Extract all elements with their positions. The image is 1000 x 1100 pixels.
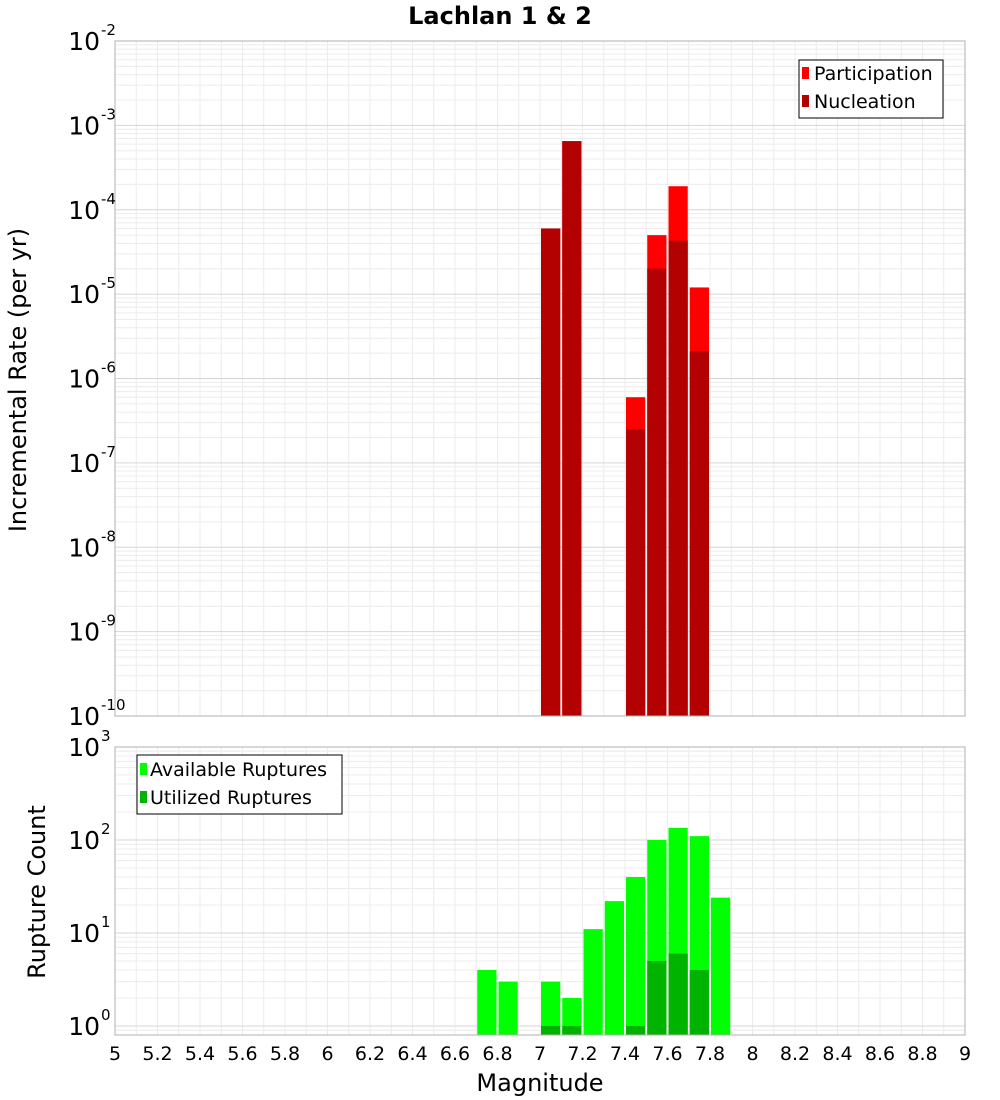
top-y-tick-exponent: -2	[101, 21, 116, 39]
x-ticks: 5 5.2 5.4 5.6 5.8 6 6.2 6.4 6.6 6.8 7 7.2 7.4 7.6 7.8 8…	[109, 1043, 971, 1065]
top-y-tick-exponent: -3	[101, 105, 116, 123]
x-tick-label: 6.6	[440, 1043, 470, 1065]
bar-available-ruptures-6.85	[498, 981, 518, 1035]
bar-nucleation-7.05	[541, 228, 561, 716]
top-y-tick-base: 10	[68, 280, 100, 309]
x-tick-label: 7.2	[567, 1043, 597, 1065]
top-legend-box	[798, 59, 944, 119]
bottom-y-tick-base: 10	[68, 826, 100, 855]
top-grid	[114, 41, 966, 717]
bar-nucleation-7.55	[647, 268, 667, 716]
top-y-tick-exponent: -9	[101, 612, 116, 630]
x-tick-label: 5.6	[227, 1043, 257, 1065]
bottom-y-tick-base: 10	[68, 1012, 100, 1041]
legend-label-available-ruptures: Available Ruptures	[150, 759, 327, 781]
x-tick-label: 8	[746, 1043, 758, 1065]
x-tick-label: 9	[959, 1043, 971, 1065]
top-legend: Participation Nucleation	[798, 59, 944, 119]
bar-available-ruptures-6.75	[477, 969, 497, 1035]
bottom-y-tick-exponent: 2	[101, 820, 111, 838]
bottom-y-axis-title: Rupture Count	[23, 805, 51, 979]
top-y-tick-exponent: -4	[101, 190, 116, 208]
bottom-y-tick-exponent: 0	[101, 1006, 111, 1024]
x-tick-label: 6.4	[397, 1043, 427, 1065]
x-tick-label: 5.8	[270, 1043, 300, 1065]
top-y-tick-exponent: -6	[101, 359, 116, 377]
x-tick-label: 5.2	[142, 1043, 172, 1065]
top-y-tick-base: 10	[68, 365, 100, 394]
bar-available-ruptures-7.45	[626, 877, 646, 1035]
x-tick-label: 7.4	[610, 1043, 640, 1065]
top-y-tick-base: 10	[68, 27, 100, 56]
bottom-legend: Available Ruptures Utilized Ruptures	[136, 754, 343, 815]
x-tick-label: 8.4	[822, 1043, 852, 1065]
x-tick-label: 7	[534, 1043, 546, 1065]
legend-swatch-utilized-ruptures	[140, 791, 147, 803]
bar-utilized-ruptures-7.05	[541, 1025, 561, 1035]
x-tick-label: 7.6	[652, 1043, 682, 1065]
top-y-tick-base: 10	[68, 449, 100, 478]
bar-available-ruptures-7.05	[541, 981, 561, 1035]
bottom-y-tick-base: 10	[68, 733, 100, 762]
x-tick-label: 6	[321, 1043, 333, 1065]
bar-available-ruptures-7.35	[604, 901, 624, 1035]
x-axis-title: Magnitude	[476, 1069, 603, 1097]
bar-available-ruptures-7.15	[562, 997, 582, 1035]
legend-swatch-nucleation	[802, 95, 809, 107]
bottom-plot-frame	[114, 746, 966, 1036]
top-plot-frame	[114, 40, 966, 717]
bar-available-ruptures-7.25	[583, 929, 603, 1035]
top-y-tick-exponent: -7	[101, 443, 116, 461]
legend-swatch-available-ruptures	[140, 763, 147, 775]
top-y-tick-exponent: -8	[101, 527, 116, 545]
bottom-legend-box	[136, 754, 343, 815]
x-tick-label: 8.6	[865, 1043, 895, 1065]
legend-label-participation: Participation	[814, 63, 933, 85]
top-y-tick-base: 10	[68, 702, 100, 731]
x-tick-label: 5	[109, 1043, 121, 1065]
legend-label-nucleation: Nucleation	[814, 91, 916, 113]
top-bars	[541, 141, 709, 717]
bottom-y-tick-exponent: 1	[101, 913, 111, 931]
bar-nucleation-7.65	[668, 240, 688, 717]
x-tick-label: 8.8	[907, 1043, 937, 1065]
bar-utilized-ruptures-7.55	[647, 960, 667, 1035]
x-tick-label: 7.8	[695, 1043, 725, 1065]
top-y-tick-base: 10	[68, 618, 100, 647]
bar-available-ruptures-7.85	[711, 897, 731, 1035]
bottom-y-tick-exponent: 3	[101, 727, 111, 745]
bottom-y-tick-base: 10	[68, 919, 100, 948]
bar-utilized-ruptures-7.75	[689, 969, 709, 1035]
top-y-tick-exponent: -5	[101, 274, 116, 292]
bottom-bars	[477, 827, 731, 1035]
x-tick-label: 8.2	[780, 1043, 810, 1065]
top-y-tick-base: 10	[68, 196, 100, 225]
legend-swatch-participation	[802, 67, 809, 79]
bar-utilized-ruptures-7.15	[562, 1025, 582, 1035]
x-tick-label: 6.8	[482, 1043, 512, 1065]
bar-utilized-ruptures-7.65	[668, 953, 688, 1035]
bar-nucleation-7.75	[689, 351, 709, 716]
top-y-tick-base: 10	[68, 111, 100, 140]
top-y-axis-title: Incremental Rate (per yr)	[4, 228, 32, 532]
bar-utilized-ruptures-7.45	[626, 1025, 646, 1035]
x-tick-label: 5.4	[185, 1043, 215, 1065]
bar-nucleation-7.15	[562, 141, 582, 717]
top-y-tick-exponent: -10	[101, 696, 126, 714]
x-tick-label: 6.2	[355, 1043, 385, 1065]
top-y-tick-base: 10	[68, 533, 100, 562]
legend-label-utilized-ruptures: Utilized Ruptures	[150, 787, 312, 809]
chart-title: Lachlan 1 & 2	[408, 2, 592, 30]
bar-nucleation-7.45	[626, 429, 646, 716]
